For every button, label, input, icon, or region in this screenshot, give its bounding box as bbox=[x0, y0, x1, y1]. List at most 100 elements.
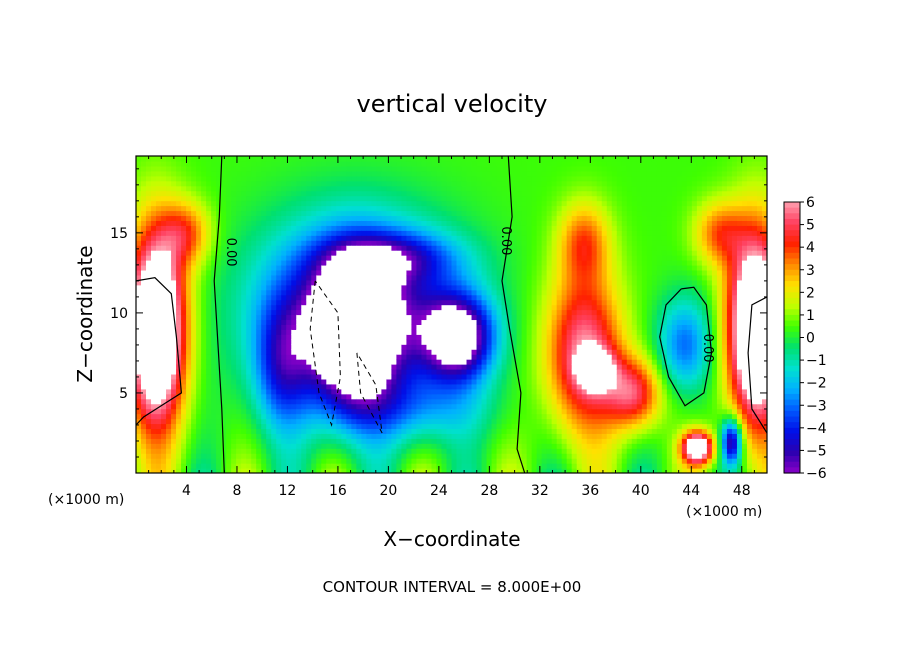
field-cell bbox=[231, 314, 237, 321]
field-cell bbox=[221, 324, 227, 330]
field-cell bbox=[371, 423, 377, 430]
field-cell bbox=[466, 245, 473, 251]
field-cell bbox=[481, 373, 488, 380]
field-cell bbox=[456, 443, 463, 449]
field-cell bbox=[231, 245, 237, 251]
field-cell bbox=[236, 329, 242, 335]
field-cell bbox=[261, 175, 267, 182]
field-cell bbox=[251, 329, 257, 335]
field-cell bbox=[396, 324, 403, 330]
field-cell bbox=[306, 250, 312, 256]
field-cell bbox=[151, 180, 157, 187]
field-cell bbox=[261, 210, 267, 217]
field-cell bbox=[201, 458, 207, 464]
field-cell bbox=[166, 195, 172, 202]
field-cell bbox=[216, 388, 222, 395]
field-cell bbox=[281, 185, 287, 192]
field-cell bbox=[196, 349, 202, 355]
field-cell bbox=[506, 354, 513, 360]
field-cell bbox=[266, 324, 272, 330]
field-cell bbox=[246, 220, 252, 226]
field-cell bbox=[276, 463, 282, 469]
field-cell bbox=[151, 448, 157, 454]
field-cell bbox=[291, 289, 297, 296]
field-cell bbox=[211, 378, 217, 385]
field-cell bbox=[426, 215, 433, 221]
field-cell bbox=[351, 274, 357, 281]
field-cell bbox=[221, 220, 227, 226]
field-cell bbox=[186, 190, 192, 197]
field-cell bbox=[481, 334, 488, 340]
field-cell bbox=[486, 398, 493, 405]
field-cell bbox=[301, 170, 307, 177]
field-cell bbox=[286, 393, 292, 400]
field-cell bbox=[351, 245, 357, 251]
field-cell bbox=[421, 215, 428, 221]
field-cell bbox=[406, 255, 413, 261]
field-cell bbox=[296, 304, 302, 311]
field-cell bbox=[366, 388, 372, 395]
field-cell bbox=[276, 468, 282, 473]
field-cell bbox=[446, 195, 453, 202]
field-cell bbox=[231, 160, 237, 167]
field-cell bbox=[201, 165, 207, 172]
field-cell bbox=[196, 230, 202, 236]
field-cell bbox=[321, 299, 327, 306]
field-cell bbox=[196, 180, 202, 187]
field-cell bbox=[436, 190, 443, 197]
field-cell bbox=[341, 180, 347, 187]
field-cell bbox=[306, 160, 312, 167]
field-cell bbox=[416, 240, 423, 246]
field-cell bbox=[341, 364, 347, 370]
field-cell bbox=[471, 398, 478, 405]
field-cell bbox=[151, 334, 157, 340]
field-cell bbox=[271, 274, 277, 281]
field-cell bbox=[371, 294, 377, 301]
field-cell bbox=[281, 175, 287, 182]
field-cell bbox=[191, 324, 197, 330]
field-cell bbox=[291, 403, 297, 410]
field-cell bbox=[351, 458, 357, 464]
field-cell bbox=[436, 230, 443, 236]
field-cell bbox=[311, 458, 317, 464]
field-cell bbox=[216, 413, 222, 420]
field-cell bbox=[286, 289, 292, 296]
field-cell bbox=[266, 274, 272, 281]
field-cell bbox=[276, 255, 282, 261]
field-cell bbox=[501, 230, 508, 236]
field-cell bbox=[371, 314, 377, 321]
field-cell bbox=[341, 190, 347, 197]
field-cell bbox=[501, 175, 508, 182]
field-cell bbox=[251, 349, 257, 355]
field-cell bbox=[336, 403, 342, 410]
field-cell bbox=[511, 205, 518, 212]
field-cell bbox=[521, 438, 528, 444]
field-cell bbox=[206, 334, 212, 340]
field-cell bbox=[466, 468, 473, 473]
field-cell bbox=[191, 319, 197, 325]
field-cell bbox=[401, 339, 408, 345]
field-cell bbox=[491, 160, 498, 167]
field-cell bbox=[171, 433, 177, 439]
field-cell bbox=[506, 269, 513, 276]
field-cell bbox=[166, 200, 172, 207]
field-cell bbox=[486, 373, 493, 380]
field-cell bbox=[501, 250, 508, 256]
field-cell bbox=[161, 235, 167, 241]
field-cell bbox=[426, 260, 433, 266]
field-cell bbox=[186, 165, 192, 172]
field-cell bbox=[266, 334, 272, 340]
field-cell bbox=[271, 210, 277, 217]
field-cell bbox=[521, 368, 528, 375]
field-cell bbox=[161, 200, 167, 207]
field-cell bbox=[291, 359, 297, 365]
field-cell bbox=[151, 299, 157, 306]
field-cell bbox=[486, 443, 493, 449]
field-cell bbox=[266, 354, 272, 360]
field-cell bbox=[301, 156, 307, 162]
field-cell bbox=[466, 175, 473, 182]
field-cell bbox=[196, 185, 202, 192]
field-cell bbox=[386, 299, 393, 306]
field-cell bbox=[136, 423, 142, 430]
field-cell bbox=[366, 279, 372, 286]
